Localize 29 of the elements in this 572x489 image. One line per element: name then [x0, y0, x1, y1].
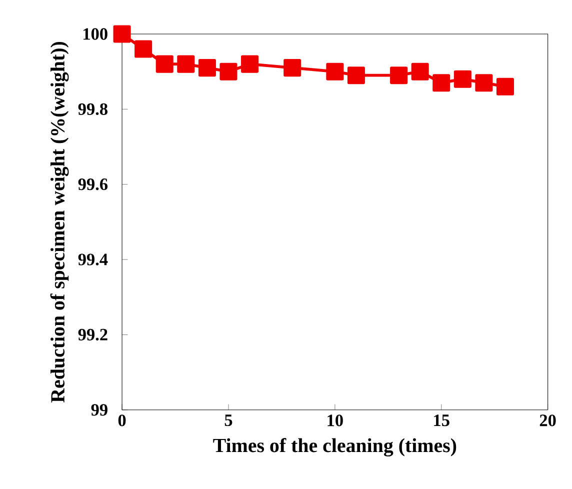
y-tick-label: 99.4: [78, 254, 108, 266]
point: [220, 62, 238, 80]
x-tick-label: 5: [224, 414, 232, 426]
point: [432, 74, 450, 92]
point: [454, 70, 472, 88]
x-tick-label: 20: [540, 414, 556, 426]
point: [134, 40, 152, 58]
point: [284, 59, 302, 77]
y-tick-label: 99.6: [78, 178, 108, 190]
point: [390, 66, 408, 84]
point: [411, 62, 429, 80]
point: [177, 55, 195, 73]
x-tick-label: 10: [328, 414, 343, 426]
y-tick-label: 99.2: [78, 328, 108, 341]
x-tick-label: 0: [118, 414, 126, 426]
point: [475, 74, 493, 92]
point: [496, 78, 514, 96]
x-tick-label: 15: [434, 414, 450, 426]
y-tick-label: 99.8: [78, 103, 108, 116]
y-tick-label: 99: [91, 404, 108, 416]
point: [113, 25, 131, 43]
point: [198, 59, 216, 77]
point: [241, 55, 259, 73]
y-tick-label: 100: [84, 28, 108, 40]
point: [347, 66, 365, 84]
x-axis-title: Times of the cleaning (times): [213, 438, 456, 456]
y-axis-title: Reduction of specimen weight (%(weight)): [50, 42, 69, 403]
point: [156, 55, 174, 73]
point: [326, 62, 344, 80]
